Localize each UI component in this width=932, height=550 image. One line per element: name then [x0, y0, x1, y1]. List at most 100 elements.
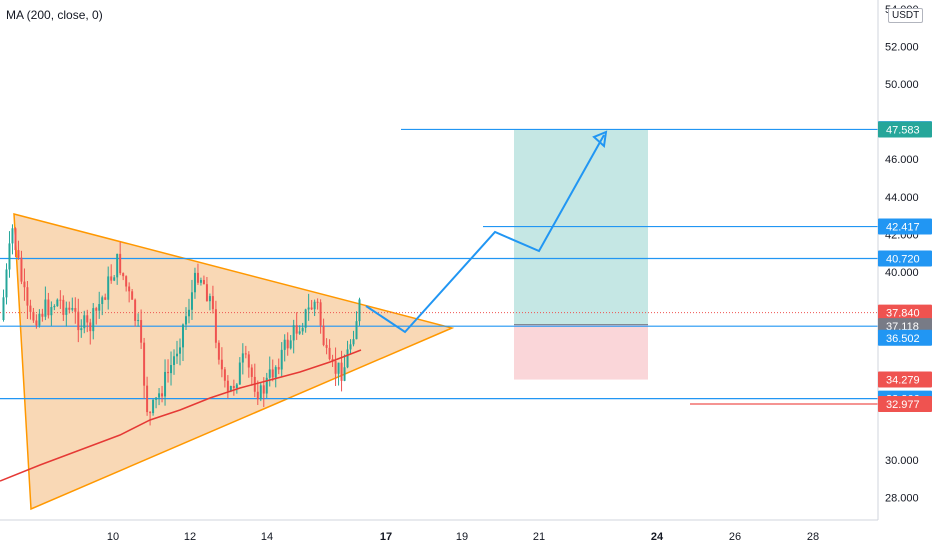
candle-body — [274, 367, 277, 378]
candle-body — [190, 292, 193, 310]
y-tick-label: 28.000 — [885, 493, 919, 505]
candle-body — [176, 353, 179, 357]
candle-body — [77, 311, 80, 331]
moving-average — [0, 349, 362, 482]
x-tick-label: 10 — [107, 531, 119, 543]
y-tick-label: 40.000 — [885, 267, 919, 279]
price-label-box — [878, 250, 932, 267]
candle-body — [292, 325, 295, 341]
candle-body — [304, 309, 307, 328]
candle-body — [14, 228, 17, 251]
y-tick-label: 46.000 — [885, 154, 919, 166]
candle-body — [101, 297, 104, 305]
price-label-text: 40.720 — [886, 253, 920, 265]
x-tick-label: 17 — [380, 531, 392, 543]
indicator-label[interactable]: MA (200, close, 0) — [6, 8, 103, 22]
candle-body — [179, 347, 181, 354]
candle-body — [340, 362, 343, 381]
candle-body — [346, 349, 349, 368]
x-tick-label: 12 — [184, 531, 196, 543]
candle-body — [322, 325, 325, 345]
candle-body — [146, 385, 149, 413]
candle-body — [193, 272, 196, 293]
candle-body — [41, 313, 44, 317]
candle-body — [164, 371, 167, 397]
candle-body — [80, 328, 83, 331]
projection-arrowhead — [592, 130, 608, 148]
candle-body — [89, 322, 92, 332]
candle-body — [26, 287, 29, 306]
projection-path[interactable] — [365, 130, 608, 334]
candle-body — [152, 399, 155, 414]
price-label-text: 36.502 — [886, 333, 920, 345]
candle-body — [262, 385, 265, 394]
candle-body — [343, 367, 346, 381]
x-tick-label: 21 — [533, 531, 545, 543]
price-label-box — [878, 218, 932, 235]
candle-body — [196, 272, 199, 283]
candle-body — [29, 305, 32, 312]
candle-body — [116, 253, 119, 278]
triangle-pattern[interactable] — [13, 213, 455, 511]
candle-body — [184, 316, 187, 325]
candle-body — [113, 277, 116, 281]
candle-body — [71, 308, 74, 310]
candle-body — [104, 297, 107, 300]
candle-body — [143, 342, 146, 386]
price-label-box — [878, 371, 932, 388]
candle-body — [140, 320, 143, 343]
candle-body — [65, 307, 68, 315]
y-tick-label: 52.000 — [885, 41, 919, 53]
candle-body — [280, 349, 283, 370]
candle-body — [62, 299, 65, 315]
candle-body — [214, 309, 217, 343]
horizontal-lines[interactable] — [0, 128, 878, 405]
candle-body — [358, 299, 361, 322]
candle-body — [38, 313, 41, 326]
candle-body — [134, 299, 137, 321]
candles — [2, 224, 361, 426]
candle-body — [187, 309, 190, 317]
candle-body — [119, 253, 122, 274]
candle-body — [286, 339, 289, 349]
candle-body — [238, 362, 241, 385]
candle-body — [349, 344, 352, 350]
candle-body — [173, 356, 176, 366]
candle-body — [98, 304, 101, 311]
candle-body — [170, 365, 173, 374]
candle-body — [167, 371, 170, 374]
candle-body — [223, 369, 226, 381]
candle-body — [202, 279, 205, 285]
candle-body — [352, 339, 355, 345]
position-zones — [514, 129, 648, 380]
candle-body — [313, 301, 316, 310]
candle-body — [68, 307, 71, 310]
candle-body — [331, 359, 334, 361]
candle-body — [17, 250, 20, 258]
x-tick-label: 14 — [261, 531, 273, 543]
candle-body — [92, 308, 95, 332]
price-label-text: 37.840 — [886, 308, 920, 320]
candle-body — [59, 299, 62, 301]
candle-body — [337, 362, 340, 374]
candle-body — [158, 393, 161, 398]
candle-body — [328, 347, 331, 360]
candle-body — [220, 359, 223, 370]
price-label-text: 42.417 — [886, 222, 920, 234]
stop-zone — [514, 324, 648, 380]
price-label-box — [878, 329, 932, 346]
triangle-shape — [13, 213, 455, 511]
candle-body — [8, 243, 11, 270]
x-tick-label: 26 — [729, 531, 741, 543]
currency-label[interactable]: USDT — [888, 8, 924, 23]
candle-body — [5, 269, 8, 298]
candle-body — [259, 385, 262, 400]
candle-body — [182, 324, 184, 348]
candle-body — [289, 340, 292, 349]
candle-body — [283, 339, 286, 350]
candle-body — [74, 308, 77, 312]
candle-body — [125, 276, 128, 287]
projection-line — [365, 134, 605, 334]
y-tick-label: 50.000 — [885, 79, 919, 91]
